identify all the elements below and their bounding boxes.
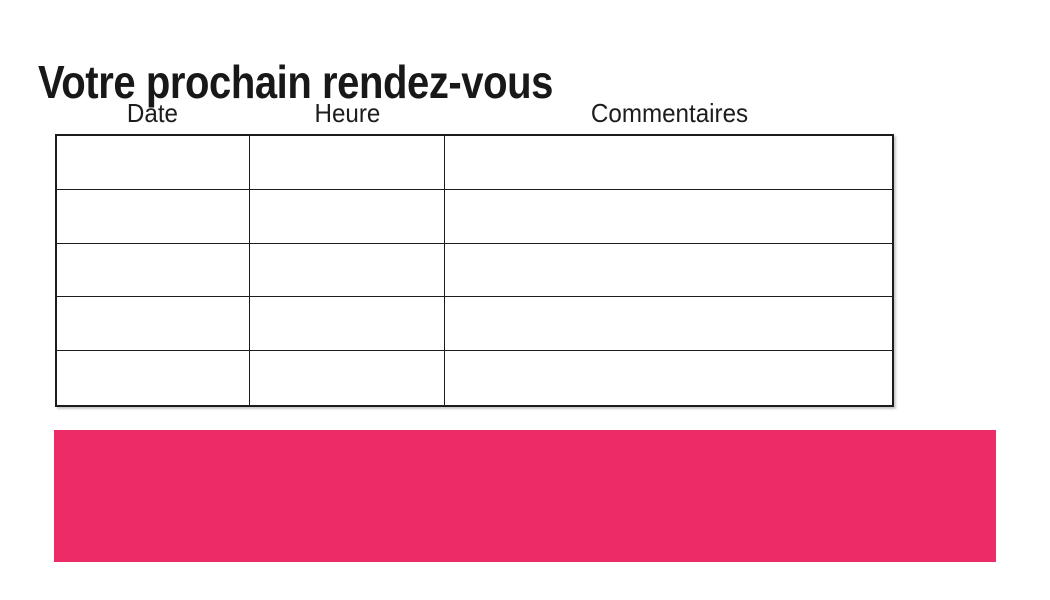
table-row	[57, 243, 892, 298]
commentaires-cell	[445, 244, 892, 297]
pink-banner	[54, 430, 996, 562]
table-column-headers: Date Heure Commentaires	[55, 94, 894, 132]
commentaires-cell	[445, 190, 892, 243]
date-cell	[57, 189, 250, 243]
table-row	[57, 189, 892, 244]
commentaires-cell	[445, 297, 892, 350]
table-row	[57, 297, 892, 352]
heure-cell	[250, 351, 445, 405]
column-header-commentaires-label: Commentaires	[590, 97, 749, 128]
heure-cell	[250, 136, 445, 189]
date-cell	[57, 351, 250, 405]
heure-cell	[250, 243, 445, 297]
heure-cell	[250, 297, 445, 351]
commentaires-cell	[445, 136, 892, 189]
column-header-commentaires: Commentaires	[445, 94, 894, 132]
column-header-heure-label: Heure	[314, 97, 381, 128]
column-header-heure: Heure	[250, 94, 445, 132]
date-cell	[57, 297, 250, 351]
date-cell	[57, 136, 250, 189]
appointments-table	[55, 134, 894, 407]
column-header-date-label: Date	[126, 97, 179, 128]
heure-cell	[250, 189, 445, 243]
date-cell	[57, 243, 250, 297]
table-row	[57, 351, 892, 405]
column-header-date: Date	[55, 94, 250, 132]
commentaires-cell	[445, 351, 892, 405]
table-row	[57, 136, 892, 190]
page-title: Votre prochain rendez-vous	[38, 55, 553, 108]
